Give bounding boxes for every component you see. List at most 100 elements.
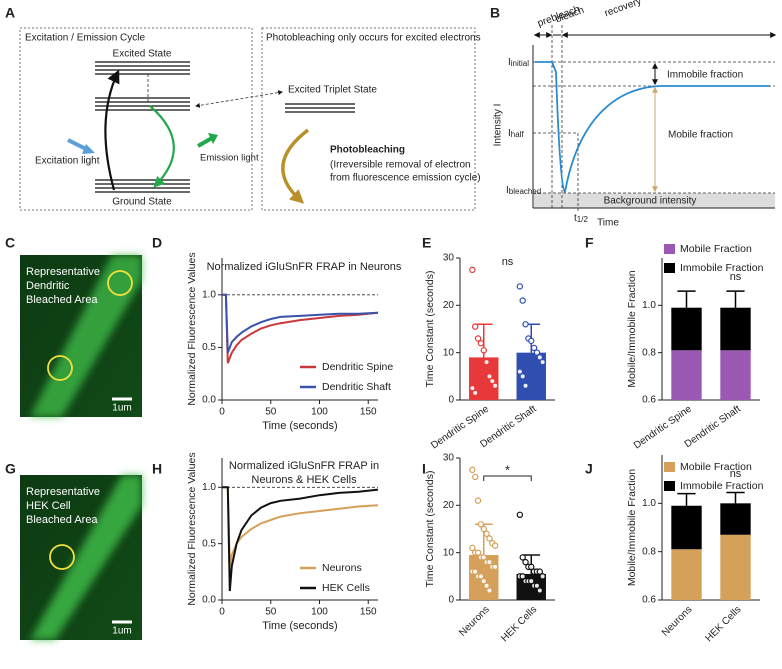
x-tick-label: HEK Cells [499,604,539,644]
y-axis-label: Mobile/Immobile Fraction [626,270,638,387]
bar-segment [671,307,702,351]
significance-label: * [505,462,510,477]
panel-b: Background intensity prebleach bleach re… [493,0,777,229]
x-tick-label: HEK Cells [703,604,743,644]
data-point [536,568,544,575]
data-point [469,466,476,474]
significance-label: ns [502,256,514,268]
data-point [483,358,490,366]
data-point [477,573,485,580]
image-caption: Dendritic [26,280,70,292]
data-point [539,358,546,366]
data-point [516,368,524,375]
panel-label: A [5,5,15,21]
link-arrow [195,90,283,108]
x-tick-label: 100 [311,407,328,418]
box-title: Excitation / Emission Cycle [25,33,145,44]
chart-title: Neurons & HEK Cells [251,474,357,486]
panel-label: H [152,461,162,477]
data-point [486,558,493,566]
panel-label: B [490,5,500,21]
subscript: bleached [509,187,541,196]
legend-label: Neurons [322,562,362,574]
significance-label: ns [730,468,742,480]
bar-segment [720,503,751,535]
y-axis-label: Normalized Fluorescence Values [186,252,198,405]
image-caption: Bleached Area [26,294,98,306]
symbol: t [574,213,577,224]
series-line [222,293,379,354]
data-point [519,297,526,304]
bar-segment [671,505,702,550]
data-point [519,573,526,580]
image-caption: HEK Cell [26,500,71,512]
panel-label: C [5,235,15,251]
y-tick-label: 0.8 [642,347,656,358]
panel-label: E [422,235,431,251]
x-axis-label: Time (seconds) [262,620,337,632]
panel-label: I [422,461,426,477]
recovery-curve [535,61,770,194]
y-tick-label: 1.0 [642,498,656,509]
y-axis-label: Normalized Fluorescence Values [186,452,198,605]
y-tick-label: 30 [443,253,455,264]
symbol: I [506,185,509,196]
y-tick-label: 1.0 [202,482,216,493]
x-tick-label: Neurons [457,604,492,639]
data-point [483,582,490,590]
x-axis-label: Time [597,218,619,229]
data-point [522,382,529,389]
data-point [536,354,544,361]
photobleaching-label: Photobleaching [330,145,405,156]
legend-label: Dendritic Shaft [322,381,391,393]
panel-label: F [585,235,594,251]
data-point [469,384,476,392]
legend-label: HEK Cells [322,582,370,594]
significance-bracket [483,475,532,481]
data-point [474,549,482,556]
background-label: Background intensity [604,196,697,207]
x-tick-label: Neurons [660,604,695,639]
data-point [516,511,524,519]
light-label: Emission light [200,153,259,164]
panel-a: Excitation / Emission Cycle Photobleachi… [19,27,481,211]
data-point [486,373,493,380]
data-point [491,382,499,389]
chart-title: Normalized iGluSnFR FRAP in Neurons [207,261,402,273]
y-tick-label: 0.0 [202,595,216,606]
x-tick-label: 150 [360,407,377,418]
data-point [533,582,541,590]
x-tick-label: 50 [265,607,277,618]
data-point [474,335,482,342]
data-point [472,323,479,330]
x-tick-label: 100 [311,607,328,618]
y-tick-label: 0.6 [642,595,656,606]
y-tick-label: 1.0 [202,289,216,300]
significance-label: ns [730,271,742,283]
data-point [528,577,535,585]
bar-segment [720,307,751,351]
y-axis-label: Mobile/Immobile Fraction [626,469,638,586]
arrow-head [82,144,95,154]
chart-title: Normalized iGluSnFR FRAP in [229,460,379,472]
y-axis-label: Intensity I [493,104,504,147]
image-c: Representative Dendritic Bleached Area 1… [20,255,142,417]
legend-label: Mobile Fraction [680,461,752,473]
series-line [222,486,379,592]
data-point [539,573,546,580]
subscript: initial [511,59,529,68]
data-point [533,349,541,356]
data-point [536,587,544,594]
intensity-label: Ibleached [506,185,541,196]
data-point [491,542,499,549]
arrow-head [208,133,218,144]
subscript: half [511,130,525,139]
data-point [530,344,538,352]
data-point [528,563,535,571]
data-point [480,577,487,585]
bar-segment [671,549,702,600]
bar-segment [720,534,751,600]
level-label: Excited State [113,49,172,60]
symbol: I [508,128,511,139]
legend-label: Immobile Fraction [680,480,764,492]
